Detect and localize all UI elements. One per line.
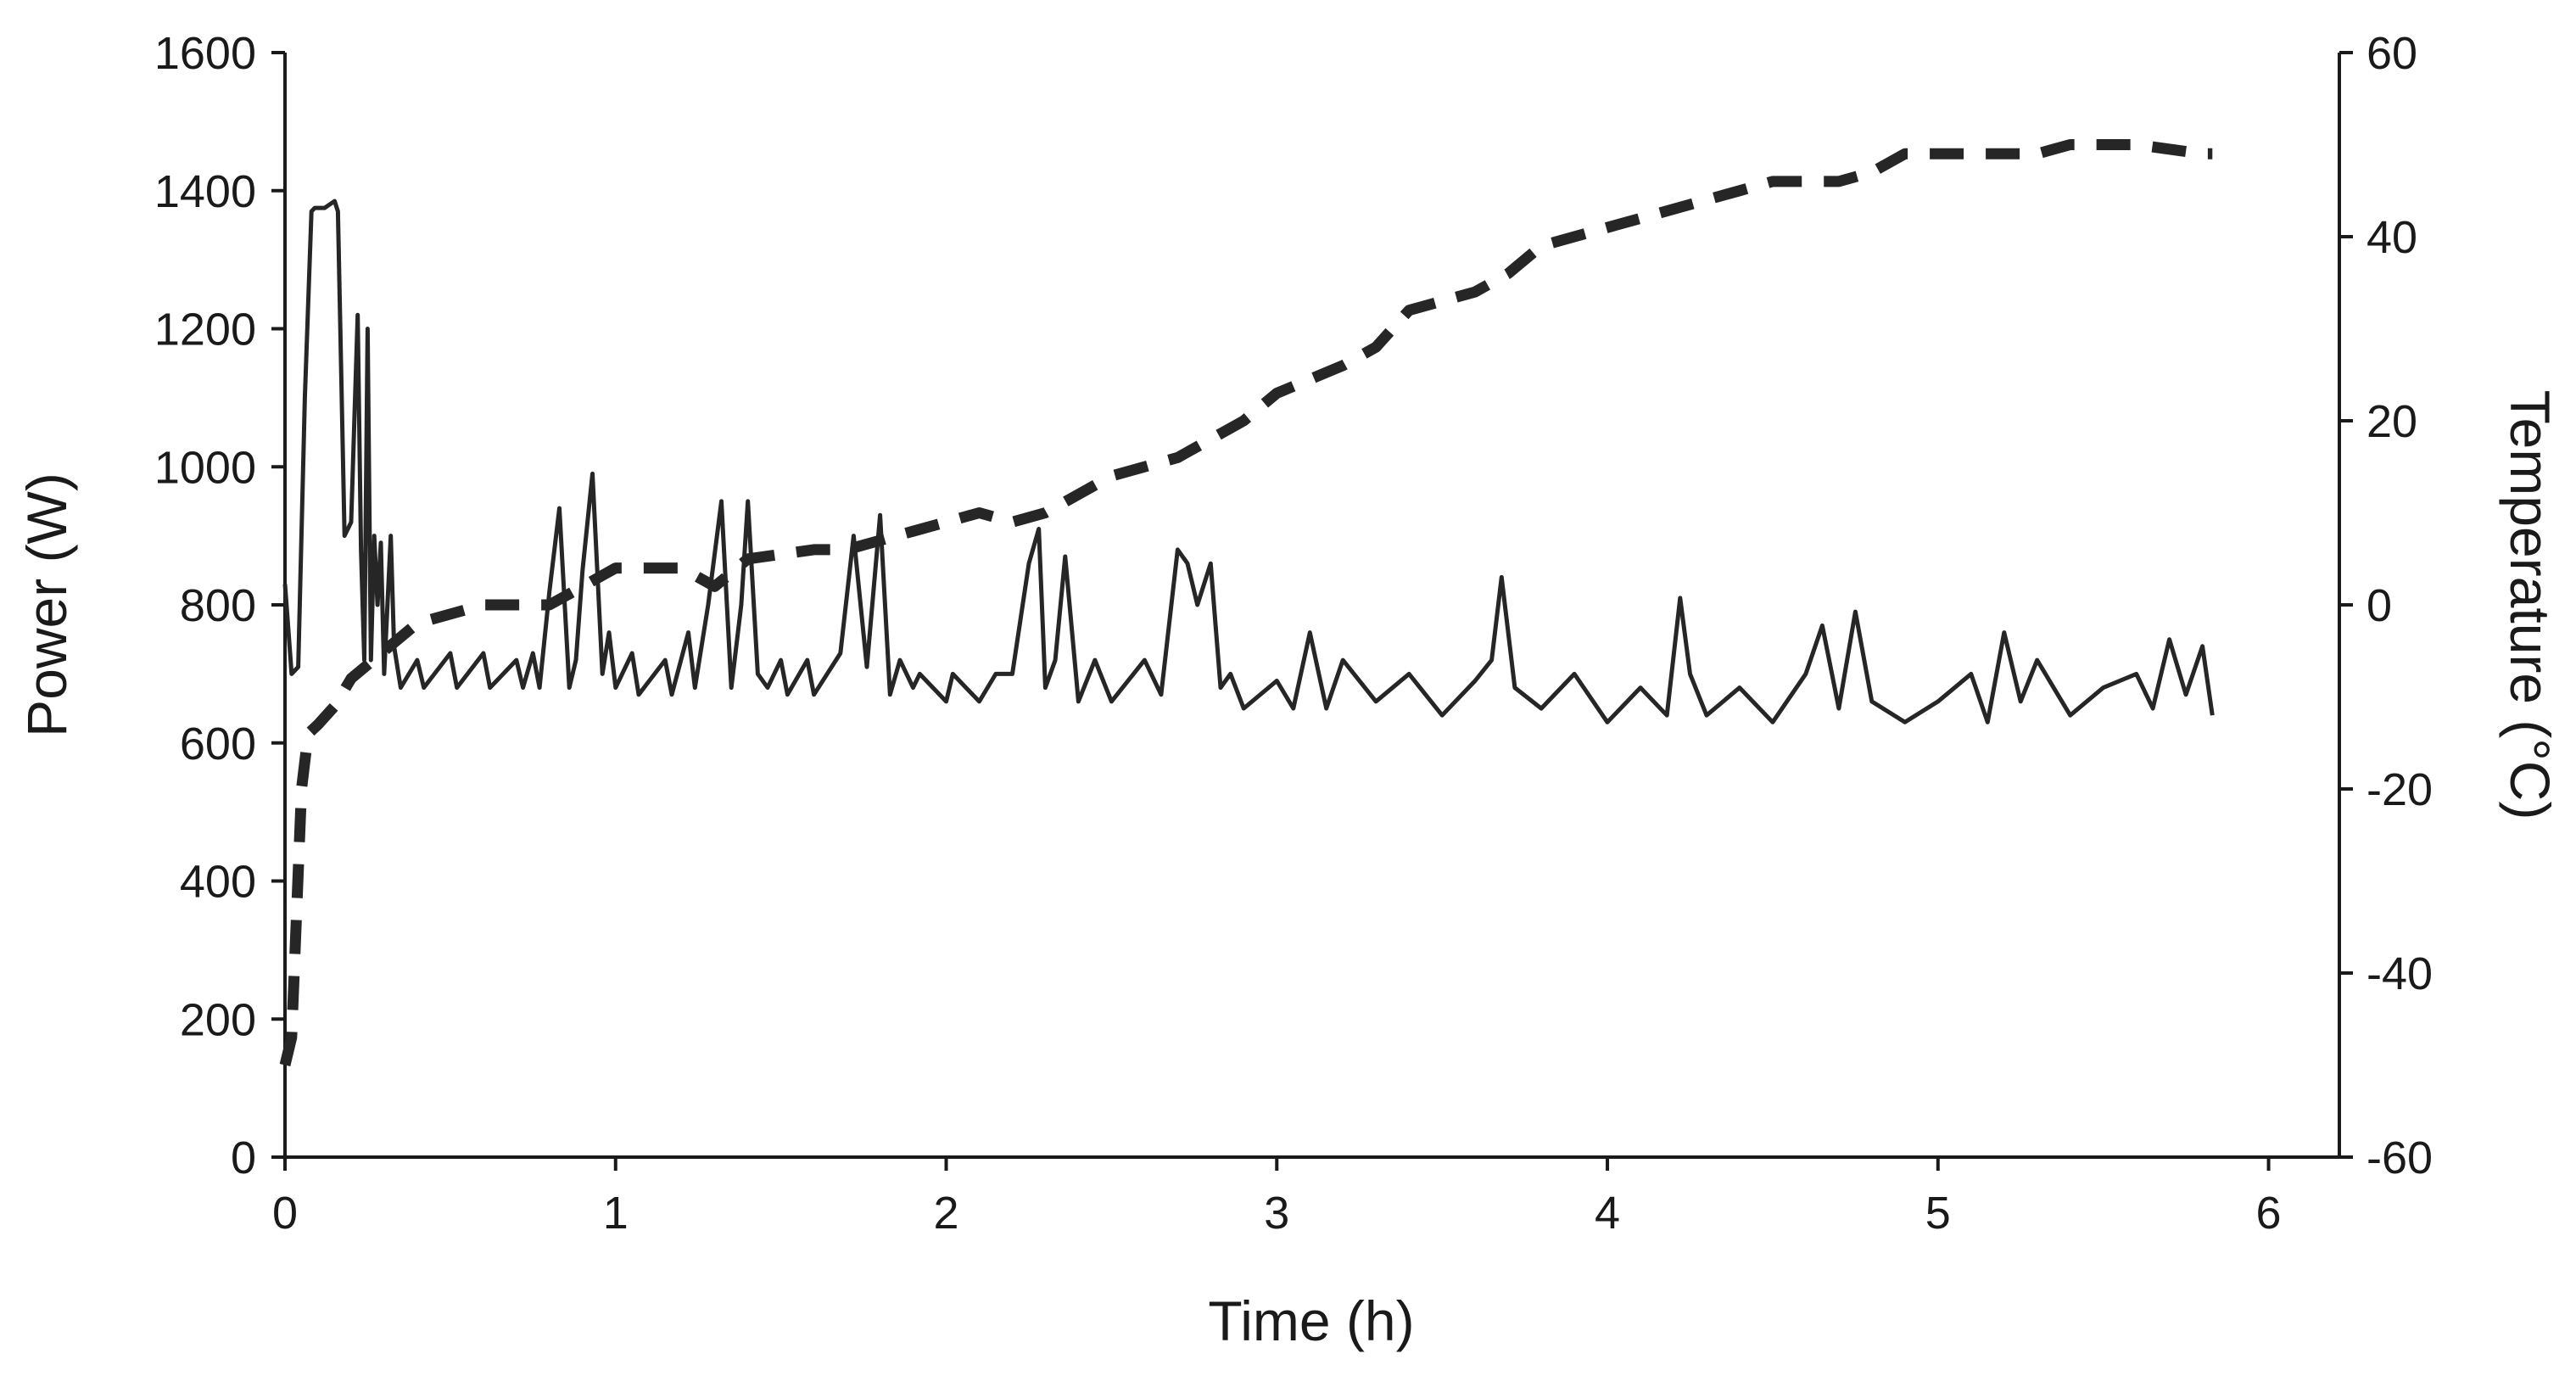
- y-axis-right-title: Temperature (°C): [2499, 390, 2562, 820]
- x-tick-label: 2: [933, 1188, 958, 1239]
- temperature-series-line: [279, 139, 2213, 1067]
- x-tick-label: 0: [272, 1188, 298, 1239]
- y-tick-label: 800: [180, 580, 256, 631]
- x-tick-label: 4: [1595, 1188, 1620, 1239]
- y2-tick-label: 20: [2366, 396, 2417, 447]
- x-tick-label: 5: [1925, 1188, 1951, 1239]
- y-tick-label: 400: [180, 857, 256, 908]
- ticks: 0 1 2 3 4 5 602004006008001000120014001600-60-…: [154, 28, 2433, 1239]
- y-axis-left-title: Power (W): [15, 473, 78, 737]
- power-series-line: [282, 199, 2215, 724]
- y2-tick-label: -20: [2366, 764, 2433, 815]
- x-tick-label: 1: [603, 1188, 629, 1239]
- x-tick-label: 3: [1264, 1188, 1289, 1239]
- y2-tick-label: 0: [2366, 580, 2392, 631]
- y2-tick-label: -40: [2366, 948, 2433, 999]
- y-tick-label: 600: [180, 719, 256, 769]
- x-tick-label: 6: [2256, 1188, 2282, 1239]
- y-tick-label: 1000: [154, 442, 256, 493]
- y2-tick-label: 60: [2366, 28, 2417, 79]
- y-tick-label: 0: [231, 1133, 256, 1183]
- y2-tick-label: 40: [2366, 212, 2417, 263]
- y2-tick-label: -60: [2366, 1133, 2433, 1183]
- y-tick-label: 200: [180, 994, 256, 1045]
- axes: [283, 53, 2351, 1159]
- x-axis-title: Time (h): [1208, 1289, 1414, 1352]
- y-tick-label: 1600: [154, 28, 256, 79]
- series-layer: [279, 139, 2215, 1067]
- y-tick-label: 1200: [154, 305, 256, 355]
- y-tick-label: 1400: [154, 166, 256, 217]
